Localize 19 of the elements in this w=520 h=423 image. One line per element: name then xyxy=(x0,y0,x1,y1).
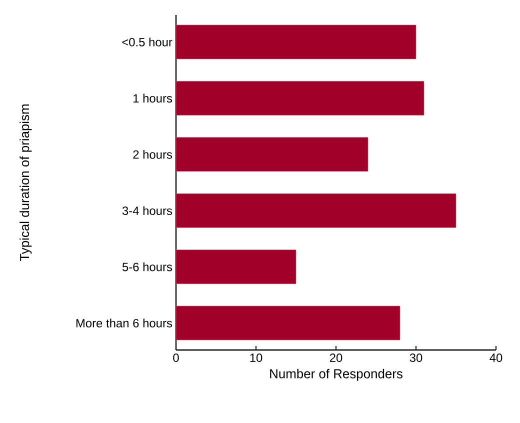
bar xyxy=(176,137,368,172)
y-tick-label: 2 hours xyxy=(133,150,172,159)
y-tick-label: More than 6 hours xyxy=(76,318,172,328)
x-axis-title: Number of Responders xyxy=(270,368,402,381)
y-tick-label: 1 hours xyxy=(134,94,172,103)
x-tick-label: 20 xyxy=(330,354,342,362)
x-tick-label: 30 xyxy=(410,354,422,362)
y-tick-label: 5-6 hours xyxy=(122,262,172,272)
y-tick-label: <0.5 hour xyxy=(122,38,172,46)
y-axis-title: Typical duration of priapism xyxy=(20,104,32,262)
bar xyxy=(176,80,424,116)
bar xyxy=(176,193,456,228)
bar xyxy=(176,24,416,60)
x-tick-label: 40 xyxy=(490,354,502,362)
y-tick-label: 3-4 hours xyxy=(122,206,172,215)
x-tick-label: 0 xyxy=(173,354,179,362)
x-tick-label: 10 xyxy=(250,354,262,362)
bar xyxy=(176,306,400,340)
bar xyxy=(176,250,296,284)
